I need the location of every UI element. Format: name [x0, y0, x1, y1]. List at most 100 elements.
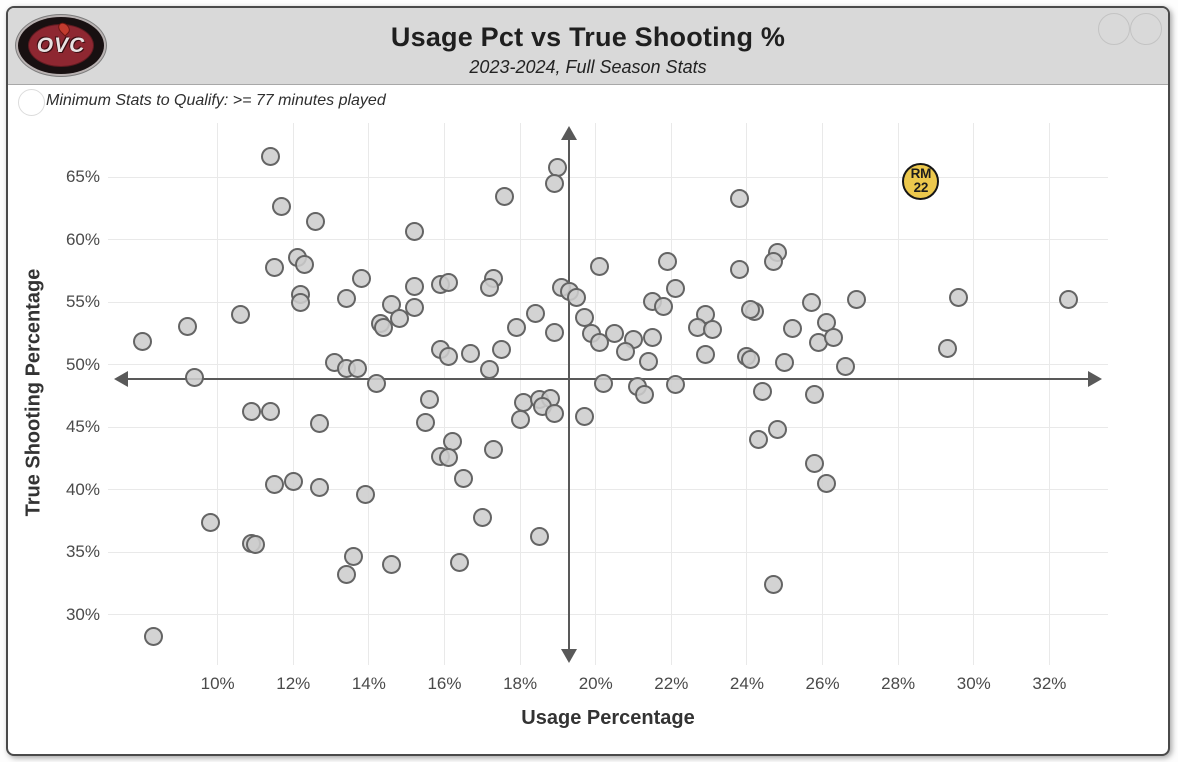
y-tick-label: 60%	[65, 229, 100, 249]
y-tick-label: 50%	[65, 354, 100, 374]
qualifier-row: Minimum Stats to Qualify: >= 77 minutes …	[8, 85, 1168, 119]
data-point	[264, 257, 284, 277]
y-gridline	[108, 301, 1108, 303]
chart-title: Usage Pct vs True Shooting %	[390, 22, 786, 52]
data-point	[589, 332, 609, 352]
data-point	[200, 512, 220, 532]
data-point	[639, 351, 659, 371]
data-point	[336, 565, 356, 585]
data-point	[177, 316, 197, 336]
data-point	[703, 320, 723, 340]
x-axis-title: Usage Percentage	[521, 707, 695, 729]
mean-line-usage	[568, 139, 571, 655]
data-point	[763, 251, 783, 271]
data-point	[143, 626, 163, 646]
y-tick-label: 45%	[65, 417, 100, 437]
data-point	[616, 341, 636, 361]
x-gridline	[443, 123, 445, 665]
header: OVC Usage Pct vs True Shooting % 2023-20…	[8, 8, 1168, 85]
data-point	[453, 469, 473, 489]
data-point	[658, 251, 678, 271]
data-point	[775, 352, 795, 372]
scatter-plot-area: RM 22	[108, 123, 1108, 665]
data-point	[767, 420, 787, 440]
right-arrowhead-icon	[1088, 370, 1102, 387]
data-point	[438, 447, 458, 467]
x-tick-label: 30%	[956, 674, 991, 693]
data-point	[589, 256, 609, 276]
x-gridline	[897, 123, 899, 665]
y-gridline	[108, 551, 1108, 553]
x-tick-label: 26%	[805, 674, 840, 693]
data-point	[348, 359, 368, 379]
ghost-circle-2	[1130, 13, 1162, 45]
data-point	[306, 211, 326, 231]
data-point	[752, 381, 772, 401]
data-point	[525, 304, 545, 324]
y-tick-label: 35%	[65, 542, 100, 562]
chart-card: OVC Usage Pct vs True Shooting % 2023-20…	[6, 6, 1170, 756]
data-point	[310, 414, 330, 434]
data-point	[291, 292, 311, 312]
left-arrowhead-icon	[114, 370, 128, 387]
data-point	[695, 345, 715, 365]
up-arrowhead-icon	[561, 126, 578, 140]
data-point	[491, 340, 511, 360]
data-point	[382, 555, 402, 575]
data-point	[937, 339, 957, 359]
x-tick-label: 14%	[351, 674, 386, 693]
data-point	[336, 289, 356, 309]
data-point	[472, 507, 492, 527]
data-point	[480, 360, 500, 380]
data-point	[574, 406, 594, 426]
data-point	[510, 410, 530, 430]
highlight-label-line1: RM	[910, 166, 932, 182]
y-gridline	[108, 176, 1108, 178]
data-point	[544, 322, 564, 342]
highlight-label-line2: 22	[913, 180, 929, 196]
data-point	[593, 374, 613, 394]
x-tick-label: 22%	[654, 674, 689, 693]
data-point	[1058, 290, 1078, 310]
data-point	[264, 475, 284, 495]
data-point	[635, 385, 655, 405]
data-point	[484, 440, 504, 460]
y-gridline	[108, 426, 1108, 428]
y-axis-title: True Shooting Percentage	[22, 268, 45, 517]
data-point	[605, 324, 625, 344]
data-point	[416, 412, 436, 432]
x-gridline	[292, 123, 294, 665]
data-point	[741, 300, 761, 320]
data-point	[295, 255, 315, 275]
data-point	[419, 390, 439, 410]
data-point	[801, 292, 821, 312]
data-point	[438, 272, 458, 292]
y-gridline	[108, 489, 1108, 491]
data-point	[544, 174, 564, 194]
data-point	[654, 296, 674, 316]
data-point	[461, 344, 481, 364]
data-point	[366, 374, 386, 394]
data-point	[132, 331, 152, 351]
data-point	[642, 327, 662, 347]
data-point	[544, 404, 564, 424]
x-tick-label: 12%	[276, 674, 311, 693]
x-tick-label: 20%	[578, 674, 613, 693]
data-point	[245, 535, 265, 555]
data-point	[567, 287, 587, 307]
data-point	[816, 474, 836, 494]
data-point	[805, 454, 825, 474]
data-point	[949, 287, 969, 307]
x-tick-label: 28%	[881, 674, 916, 693]
x-gridline	[217, 123, 219, 665]
data-point	[748, 430, 768, 450]
data-point	[729, 189, 749, 209]
x-tick-label: 10%	[200, 674, 235, 693]
data-point	[344, 546, 364, 566]
logo-text: OVC	[36, 34, 86, 57]
x-gridline	[595, 123, 597, 665]
data-point	[450, 552, 470, 572]
ghost-circle-note	[18, 89, 45, 116]
data-point	[389, 309, 409, 329]
data-point	[355, 485, 375, 505]
